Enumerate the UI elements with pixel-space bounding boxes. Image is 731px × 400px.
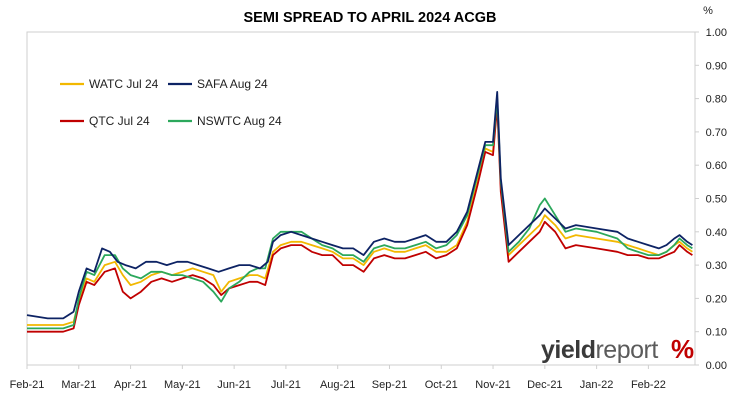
unit-label: % xyxy=(703,5,713,17)
x-tick-label: Nov-21 xyxy=(475,379,510,391)
y-tick-label: 0.30 xyxy=(706,260,727,272)
x-tick-label: Feb-22 xyxy=(631,379,666,391)
legend: WATC Jul 24 SAFA Aug 24 QTC Jul 24 NSWTC… xyxy=(60,77,282,128)
legend-label-nswtc: NSWTC Aug 24 xyxy=(197,114,282,128)
x-tick-label: Feb-21 xyxy=(10,379,45,391)
yieldreport-logo: yieldreport % xyxy=(541,334,694,364)
x-tick-label: Mar-21 xyxy=(61,379,96,391)
series-line-qtc-jul-24 xyxy=(27,104,693,333)
series-lines xyxy=(26,91,693,333)
y-tick-label: 0.00 xyxy=(706,360,727,372)
legend-label-safa: SAFA Aug 24 xyxy=(197,77,268,91)
series-line-safa-aug-24 xyxy=(26,91,693,320)
logo-text-report: report xyxy=(595,336,658,364)
svg-text:yieldreport: yieldreport xyxy=(541,336,658,364)
x-tick-label: Jan-22 xyxy=(580,379,614,391)
y-tick-label: 0.70 xyxy=(706,127,727,139)
x-tick-label: May-21 xyxy=(164,379,201,391)
x-tick-label: Aug-21 xyxy=(320,379,355,391)
x-tick-label: Jun-21 xyxy=(217,379,251,391)
y-tick-label: 0.90 xyxy=(706,60,727,72)
y-tick-label: 1.00 xyxy=(706,27,727,39)
legend-label-qtc: QTC Jul 24 xyxy=(89,114,150,128)
y-tick-label: 0.10 xyxy=(706,327,727,339)
legend-label-watc: WATC Jul 24 xyxy=(89,77,159,91)
x-tick-label: Sep-21 xyxy=(372,379,407,391)
series-line-nswtc-aug-24 xyxy=(27,97,693,330)
y-tick-label: 0.50 xyxy=(706,194,727,206)
x-tick-label: Oct-21 xyxy=(425,379,458,391)
x-axis: Feb-21 Mar-21 Apr-21 May-21 Jun-21 Jul-21 Aug-… xyxy=(10,365,666,391)
y-axis: 0.00 0.10 0.20 0.30 0.40 0.50 0.60 0.70 0.80 0.90… xyxy=(695,27,727,372)
logo-text-yield: yield xyxy=(541,336,595,364)
x-tick-label: Jul-21 xyxy=(271,379,301,391)
x-tick-label: Dec-21 xyxy=(527,379,562,391)
x-tick-label: Apr-21 xyxy=(114,379,147,391)
y-tick-label: 0.60 xyxy=(706,160,727,172)
y-tick-label: 0.20 xyxy=(706,293,727,305)
series-line-watc-jul-24 xyxy=(27,101,693,326)
y-tick-label: 0.40 xyxy=(706,227,727,239)
y-tick-label: 0.80 xyxy=(706,94,727,106)
chart-title: SEMI SPREAD TO APRIL 2024 ACGB xyxy=(243,10,496,26)
logo-percent-icon: % xyxy=(671,334,694,364)
